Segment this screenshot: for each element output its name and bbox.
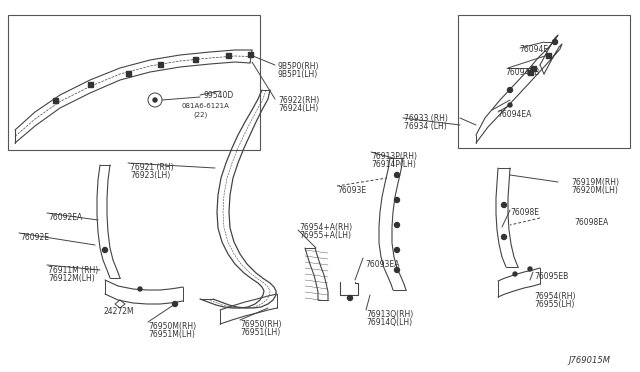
Text: 76912M(LH): 76912M(LH)	[48, 274, 95, 283]
Text: 76095EB: 76095EB	[534, 272, 568, 281]
Text: 76920M(LH): 76920M(LH)	[571, 186, 618, 195]
Bar	[531, 65, 536, 71]
Text: 76913Q(RH): 76913Q(RH)	[366, 310, 413, 319]
Text: 081A6-6121A: 081A6-6121A	[182, 103, 230, 109]
Circle shape	[348, 295, 353, 301]
Text: 76093EA: 76093EA	[365, 260, 399, 269]
Text: 76914Q(LH): 76914Q(LH)	[366, 318, 412, 327]
Bar	[248, 51, 253, 57]
Circle shape	[138, 287, 142, 291]
Text: 76092E: 76092E	[20, 233, 49, 242]
Bar	[545, 52, 550, 58]
Text: 9B5P0(RH): 9B5P0(RH)	[278, 62, 319, 71]
Bar	[125, 71, 131, 76]
Bar	[193, 57, 198, 61]
Text: 76911M (RH): 76911M (RH)	[48, 266, 99, 275]
Bar	[8, 15, 260, 150]
Text: 99540D: 99540D	[203, 91, 233, 100]
Bar	[157, 61, 163, 67]
Text: 9B5P1(LH): 9B5P1(LH)	[278, 70, 318, 79]
Text: 76919M(RH): 76919M(RH)	[571, 178, 619, 187]
Circle shape	[552, 39, 557, 45]
Circle shape	[394, 222, 399, 228]
Text: 76951M(LH): 76951M(LH)	[148, 330, 195, 339]
Text: 76922(RH): 76922(RH)	[278, 96, 319, 105]
Circle shape	[502, 234, 506, 240]
Circle shape	[553, 40, 557, 44]
Text: 76921 (RH): 76921 (RH)	[130, 163, 173, 172]
Text: (22): (22)	[193, 111, 207, 118]
Text: 76913P(RH): 76913P(RH)	[371, 152, 417, 161]
Circle shape	[173, 301, 177, 307]
Circle shape	[508, 103, 512, 107]
Circle shape	[394, 198, 399, 202]
Bar	[52, 97, 58, 103]
Text: 76094E: 76094E	[519, 45, 548, 54]
Bar	[88, 81, 93, 87]
Text: 76914P(LH): 76914P(LH)	[371, 160, 416, 169]
Circle shape	[508, 87, 513, 93]
Bar	[458, 15, 630, 148]
Text: 76954(RH): 76954(RH)	[534, 292, 575, 301]
Text: 76950(RH): 76950(RH)	[240, 320, 282, 329]
Text: 76923(LH): 76923(LH)	[130, 171, 170, 180]
Text: 76933 (RH): 76933 (RH)	[404, 114, 448, 123]
Bar	[225, 52, 230, 58]
Text: J769015M: J769015M	[568, 356, 610, 365]
Circle shape	[153, 98, 157, 102]
Circle shape	[102, 247, 108, 253]
Circle shape	[502, 202, 506, 208]
Text: 76098E: 76098E	[510, 208, 539, 217]
Text: 76934 (LH): 76934 (LH)	[404, 122, 447, 131]
Text: 76094EA: 76094EA	[497, 110, 531, 119]
Text: 76955(LH): 76955(LH)	[534, 300, 574, 309]
Circle shape	[394, 247, 399, 253]
Circle shape	[528, 267, 532, 271]
Text: 76092EA: 76092EA	[48, 213, 83, 222]
Text: 24272M: 24272M	[103, 307, 134, 316]
Circle shape	[394, 173, 399, 177]
Text: 76951(LH): 76951(LH)	[240, 328, 280, 337]
Text: 76094EB: 76094EB	[505, 68, 540, 77]
Circle shape	[394, 267, 399, 273]
Bar	[527, 70, 532, 74]
Text: 76924(LH): 76924(LH)	[278, 104, 318, 113]
Text: 76955+A(LH): 76955+A(LH)	[299, 231, 351, 240]
Text: 76093E: 76093E	[337, 186, 366, 195]
Text: 76098EA: 76098EA	[574, 218, 608, 227]
Circle shape	[513, 272, 517, 276]
Text: 76954+A(RH): 76954+A(RH)	[299, 223, 352, 232]
Text: 76950M(RH): 76950M(RH)	[148, 322, 196, 331]
